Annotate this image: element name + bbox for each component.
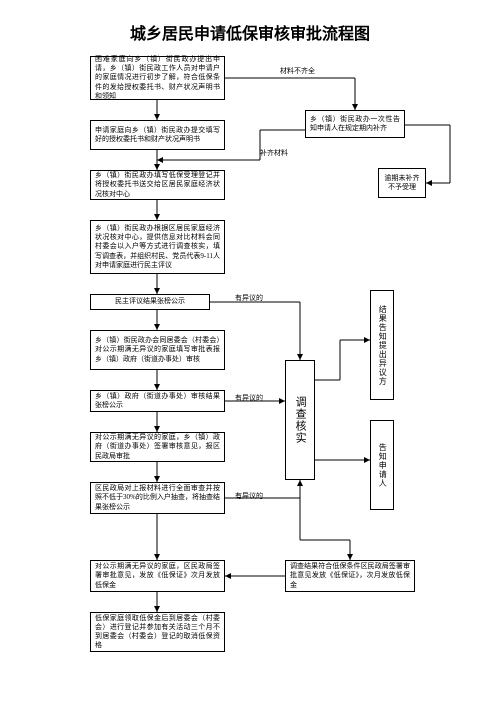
step-10: 对公示期满无异议的家庭，区民政局签署审批意见，发放《低保证》次月发放低保金	[90, 560, 225, 592]
label-supplement: 补齐材料	[260, 148, 288, 158]
step-8: 对公示期满无异议的家庭，乡（镇）政府（街道办事处）签署审核意见，报区民政局审批	[90, 432, 225, 462]
step-7: 乡（镇）政府（街道办事处）审核结果张榜公示	[90, 390, 225, 412]
page-title: 城乡居民申请低保审核审批流程图	[0, 20, 500, 44]
side-final: 调查结果符合低保条件区民政局签署审批意见发放《低保证》，次月发放低保金	[285, 560, 415, 592]
step-5: 民主评议结果张榜公示	[90, 294, 210, 310]
label-obj-3: 有异议的	[235, 491, 263, 501]
side-overdue: 逾期未补齐不予受理	[378, 168, 426, 198]
inform-box: 告知申请人	[370, 420, 394, 510]
label-obj-2: 有异议的	[235, 393, 263, 403]
label-obj-1: 有异议的	[235, 293, 263, 303]
step-2: 申请家庭向乡（镇）街民政办提交填写好的授权委托书和财产状况声明书	[90, 120, 225, 150]
step-11: 低保家庭领取低保金后到居委会（村委会）进行登记并参加有关活动三个月不到居委会（村…	[90, 612, 225, 652]
label-incomplete: 材料不齐全	[280, 66, 315, 76]
side-notify: 乡（镇）街民政办一次性告知申请人在规定期内补齐	[305, 110, 405, 138]
result-box: 结果告知提出异议方	[370, 290, 394, 400]
step-3: 乡（镇）街民政办填写低保受理登记并将授权委托书送交给区居民家庭经济状况核对中心	[90, 170, 225, 200]
step-6: 乡（镇）街民政办会同居委会（村委会）对公示期满无异议的家庭填写审批表报乡（镇）政…	[90, 330, 225, 370]
step-9: 区民政局对上报材料进行全面审查并按照不低于30%的比例入户抽查，将抽查结果张榜公…	[90, 482, 225, 514]
step-4: 乡（镇）街民政办根据区居民家庭经济状况核对中心，提供信息对比材料会同村委会以入户…	[90, 220, 225, 274]
verify-box: 调查核实	[285, 360, 315, 480]
step-1: 困难家庭向乡（镇）街民政办提出申请，乡（镇）街民政工作人员对申请户的家庭情况进行…	[90, 56, 225, 100]
